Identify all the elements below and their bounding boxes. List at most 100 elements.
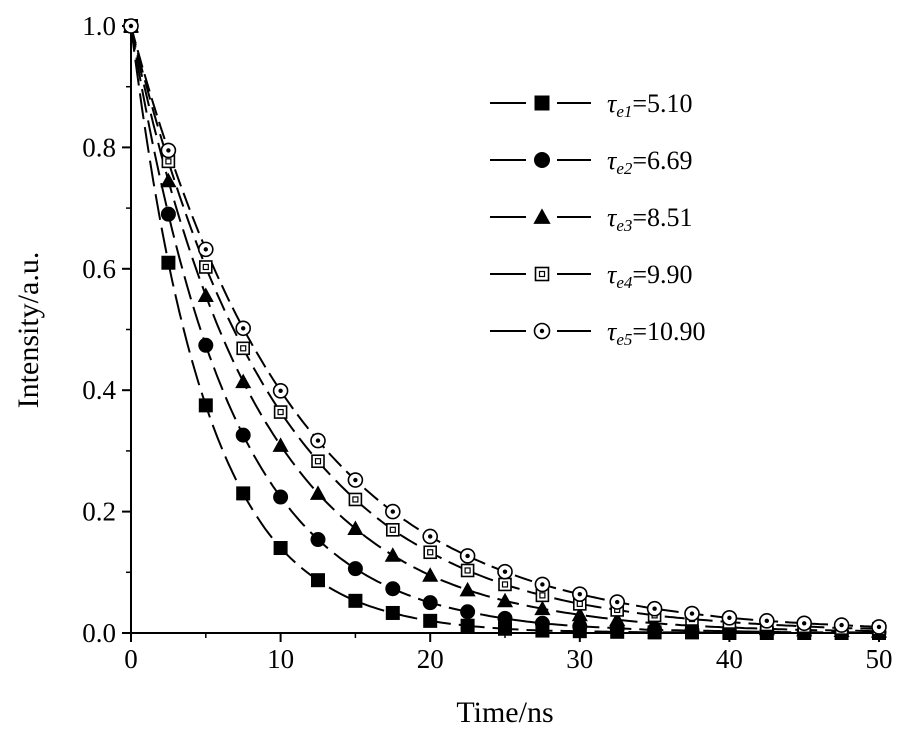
filled-square-marker (385, 605, 400, 620)
open-square-marker (423, 545, 438, 560)
open-circle-marker (272, 383, 289, 399)
legend-label-e4: τe4=9.90 (607, 260, 693, 292)
filled-triangle-marker (160, 172, 177, 188)
legend-item-e4: τe4=9.90 (490, 260, 693, 292)
x-tick-label: 0 (124, 644, 138, 674)
filled-circle-marker (460, 604, 476, 620)
open-circle-marker (684, 605, 700, 622)
series-line-e2 (130, 25, 879, 634)
filled-circle-marker (385, 581, 401, 597)
filled-square-marker (460, 618, 475, 633)
open-circle-marker (384, 503, 401, 520)
open-circle-marker (833, 617, 850, 633)
open-circle-marker (422, 528, 439, 545)
filled-circle-marker (160, 206, 176, 222)
data-markers (122, 17, 888, 640)
open-circle-marker (609, 594, 626, 610)
open-circle-marker (123, 18, 139, 34)
filled-square-marker (161, 255, 176, 270)
axes: 0 10 20 30 40 50 0.0 0.2 0.4 0.6 0.8 1.0 (82, 11, 892, 674)
filled-circle-marker (273, 489, 289, 505)
filled-square-marker (423, 613, 438, 628)
legend-item-e3: τe3=8.51 (490, 203, 693, 235)
y-tick-label: 0.0 (82, 618, 116, 648)
filled-square-marker (236, 486, 251, 501)
filled-triangle-marker (384, 547, 401, 562)
filled-square-marker (498, 621, 512, 636)
filled-circle-marker (422, 595, 438, 611)
open-square-marker (498, 577, 512, 592)
open-square-marker (273, 405, 288, 419)
filled-triangle-marker (309, 485, 327, 500)
filled-circle-marker (198, 337, 214, 353)
legend-label-e5: τe5=10.90 (607, 317, 706, 349)
open-square-marker (236, 341, 250, 356)
open-circle-marker (459, 548, 476, 564)
x-axis-label: Time/ns (456, 696, 553, 729)
legend: τe1=5.10 τe2=6.69 τe3=8.51 τe4=9.90 τe5=10.9… (490, 89, 706, 349)
open-circle-marker (758, 613, 775, 629)
filled-triangle-marker (571, 606, 588, 622)
filled-triangle-marker (496, 592, 514, 608)
legend-label-e1: τe1=5.10 (607, 89, 693, 121)
open-circle-marker (721, 610, 738, 626)
filled-triangle-marker (646, 615, 663, 630)
y-tick-label: 1.0 (82, 11, 116, 41)
legend-item-e1: τe1=5.10 (490, 89, 693, 121)
filled-square-marker (534, 95, 550, 111)
y-tick-label: 0.4 (82, 375, 116, 405)
open-circle-marker (235, 320, 251, 337)
open-square-marker (311, 454, 325, 469)
legend-item-e2: τe2=6.69 (490, 146, 693, 178)
open-circle-marker (310, 432, 326, 449)
filled-circle-marker (347, 561, 363, 577)
open-square-marker (348, 492, 363, 507)
open-circle-marker (571, 586, 588, 602)
filled-triangle-marker (533, 208, 551, 224)
filled-circle-marker (572, 618, 588, 634)
filled-triangle-marker (235, 373, 252, 389)
open-square-marker (199, 260, 213, 274)
filled-circle-marker (310, 532, 326, 548)
open-circle-marker (160, 142, 177, 159)
open-circle-marker (198, 241, 214, 258)
filled-square-marker (348, 593, 363, 608)
filled-square-marker (311, 573, 325, 588)
legend-label-e3: τe3=8.51 (607, 203, 693, 235)
filled-triangle-marker (272, 437, 289, 452)
filled-circle-marker (235, 427, 251, 443)
filled-square-marker (273, 541, 288, 556)
filled-triangle-marker (609, 611, 626, 627)
x-tick-label: 50 (866, 644, 893, 674)
x-tick-label: 30 (566, 644, 593, 674)
open-circle-marker (534, 576, 551, 593)
filled-triangle-marker (534, 600, 551, 616)
filled-triangle-marker (347, 520, 364, 536)
x-tick-label: 40 (716, 644, 743, 674)
legend-item-e5: τe5=10.90 (490, 317, 706, 349)
open-square-marker (161, 154, 176, 169)
x-tick-label: 10 (267, 644, 294, 674)
open-square-marker (534, 266, 550, 282)
open-circle-marker (497, 563, 513, 580)
y-tick-label: 0.2 (82, 497, 116, 527)
open-square-marker (385, 523, 400, 537)
y-tick-label: 0.8 (82, 132, 116, 162)
open-circle-marker (871, 619, 887, 635)
x-tick-label: 20 (417, 644, 444, 674)
legend-label-e2: τe2=6.69 (607, 146, 693, 178)
open-circle-marker (796, 615, 813, 632)
filled-circle-marker (497, 610, 513, 626)
y-tick-label: 0.6 (82, 254, 116, 284)
filled-triangle-marker (459, 581, 476, 597)
open-circle-marker (533, 322, 551, 340)
filled-square-marker (198, 398, 213, 413)
filled-triangle-marker (197, 287, 214, 302)
filled-circle-marker (534, 152, 550, 168)
open-circle-marker (347, 472, 364, 488)
filled-circle-marker (534, 615, 550, 631)
open-circle-marker (646, 600, 663, 617)
y-axis-label: Intensity/a.u. (12, 252, 45, 409)
open-square-marker (460, 563, 475, 578)
